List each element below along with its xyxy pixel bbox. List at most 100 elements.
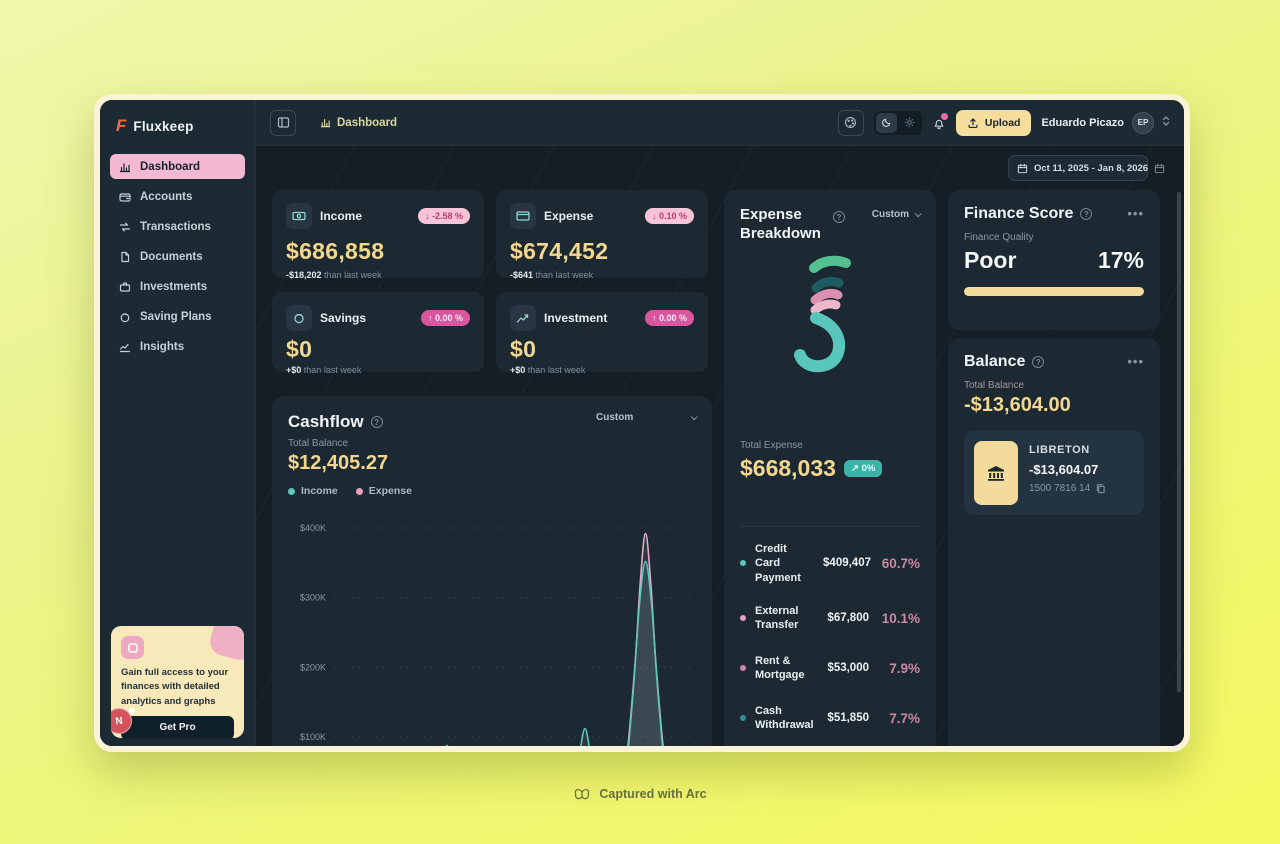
category-name: Rent & Mortgage (755, 655, 805, 682)
category-value: $409,407 (823, 557, 871, 570)
legend-expense: Expense (355, 485, 412, 497)
category-percent: 7.9% (889, 660, 920, 676)
savings-change-badge: ↑ 0.00 % (420, 310, 470, 326)
date-range-picker[interactable]: Oct 11, 2025 - Jan 8, 2026 (1008, 155, 1165, 181)
arc-logo-icon (575, 788, 590, 800)
help-icon[interactable]: ? (1032, 356, 1045, 368)
range-value: Custom (596, 412, 634, 423)
user-menu[interactable]: Eduardo Picazo EP (1041, 111, 1170, 134)
savings-card: Savings ↑ 0.00 % $0 +$0 than last week (272, 292, 484, 375)
investment-card: Investment ↑ 0.00 % $0 +$0 than last wee… (496, 292, 708, 375)
income-change-badge: ↓ -2.58 % (417, 208, 470, 224)
breadcrumb-label: Dashboard (337, 116, 398, 129)
cashflow-chart: $400K $300K $200K $100K (300, 523, 694, 746)
expense-donut-chart (794, 255, 851, 373)
investment-change-badge: ↑ 0.00 % (644, 310, 694, 326)
sidebar-item-dashboard[interactable]: Dashboard (110, 154, 245, 179)
category-dot (740, 665, 746, 672)
cashflow-panel: Cashflow ? Custom Total Balance $12,405.… (272, 396, 712, 746)
help-icon[interactable]: ? (370, 416, 383, 428)
finance-quality-label: Finance Quality (964, 232, 1034, 243)
sidebar: F Fluxkeep Dashboard Accounts Transactio… (100, 100, 256, 746)
get-pro-button[interactable]: Get Pro (121, 715, 234, 738)
more-menu-icon[interactable]: ••• (1127, 354, 1144, 369)
scrollbar-thumb[interactable] (1177, 192, 1181, 692)
category-dot (740, 560, 746, 567)
wallet-icon (119, 192, 131, 202)
list-item[interactable]: External Transfer $67,800 10.1% (740, 602, 920, 635)
category-percent: 10.1% (881, 610, 920, 626)
captured-with-arc: Captured with Arc (0, 786, 1280, 802)
upload-label: Upload (984, 116, 1021, 129)
category-dot (740, 715, 746, 722)
dark-mode-moon-icon[interactable] (875, 112, 897, 133)
cashflow-subtitle: Total Balance (288, 438, 349, 449)
income-delta: -$18,202 than last week (286, 270, 382, 280)
cashflow-legend: Income Expense (288, 485, 696, 497)
income-card: Income ↓ -2.58 % $686,858 -$18,202 than … (272, 190, 484, 280)
svg-text:$400K: $400K (300, 523, 326, 533)
list-item[interactable]: Cash Withdrawal $51,850 7.7% (740, 702, 920, 735)
cashflow-range-select[interactable]: Custom (596, 412, 698, 423)
expense-delta: -$641 than last week (510, 270, 594, 280)
sidebar-item-accounts[interactable]: Accounts (110, 184, 245, 209)
category-name: Cash Withdrawal (755, 705, 814, 732)
theme-toggle[interactable] (873, 110, 922, 135)
income-value: $686,858 (286, 238, 385, 264)
list-item[interactable]: Credit Card Payment $409,407 60.7% (740, 542, 920, 585)
income-dot (288, 487, 295, 495)
category-name: Credit Card Payment (755, 543, 801, 584)
category-dot (740, 615, 746, 622)
sidebar-collapse-button[interactable] (270, 109, 296, 136)
more-menu-icon[interactable]: ••• (1127, 206, 1144, 221)
notifications-bell-icon[interactable] (932, 112, 948, 130)
copy-icon[interactable] (1095, 483, 1106, 494)
account-amount: -$13,604.07 (1029, 462, 1099, 477)
total-balance-value: -$13,604.00 (964, 394, 1071, 416)
svg-text:$100K: $100K (300, 732, 326, 742)
app-window: F Fluxkeep Dashboard Accounts Transactio… (94, 94, 1190, 752)
expense-card: Expense ↓ 0.10 % $674,452 -$641 than las… (496, 190, 708, 280)
help-icon[interactable]: ? (833, 211, 845, 223)
expense-breakdown-panel: Expense Breakdown ? Custom (724, 190, 936, 746)
total-balance-label: Total Balance (964, 380, 1025, 391)
account-card[interactable]: LIBRETON -$13,604.07 1500 7816 14 (964, 431, 1144, 515)
help-icon[interactable]: ? (1080, 208, 1093, 220)
app-name: Fluxkeep (133, 118, 194, 134)
sidebar-item-insights[interactable]: Insights (110, 334, 245, 359)
briefcase-icon (119, 281, 131, 292)
range-value: Custom (871, 209, 909, 220)
cashflow-title: Cashflow (288, 412, 364, 431)
bar-chart-icon (320, 119, 331, 128)
breakdown-range-select[interactable]: Custom (871, 209, 922, 220)
sidebar-item-documents[interactable]: Documents (110, 244, 245, 269)
content-area: Dashboard (256, 100, 1184, 746)
get-pro-promo-card: Gain full access to your finances with d… (111, 626, 244, 738)
sidebar-item-investments[interactable]: Investments (110, 274, 245, 299)
cashflow-total: $12,405.27 (288, 452, 389, 474)
app-logo: F Fluxkeep (100, 100, 255, 148)
sidebar-item-transactions[interactable]: Transactions (110, 214, 245, 239)
account-name: LIBRETON (1029, 444, 1090, 456)
finance-score-panel: Finance Score ? ••• Finance Quality Poor… (948, 190, 1160, 330)
sidebar-item-label: Documents (140, 250, 203, 263)
panel-collapse-icon (277, 117, 289, 128)
balance-title: Balance (964, 353, 1026, 370)
sidebar-item-label: Investments (140, 280, 208, 293)
stat-label: Expense (544, 209, 594, 223)
theme-color-button[interactable] (837, 109, 864, 136)
finance-score-percent: 17% (1097, 247, 1144, 273)
expense-breakdown-title: Expense Breakdown (740, 206, 821, 242)
list-item[interactable]: Rent & Mortgage $53,000 7.9% (740, 652, 920, 685)
light-mode-sun-icon[interactable] (899, 113, 920, 133)
total-expense-block: Total Expense $668,033 ↗ 0% (740, 440, 883, 482)
sidebar-nav: Dashboard Accounts Transactions Document… (100, 148, 255, 365)
sidebar-item-saving-plans[interactable]: Saving Plans (110, 304, 245, 329)
sidebar-item-label: Insights (140, 340, 185, 353)
breadcrumb[interactable]: Dashboard (320, 117, 397, 129)
investment-trend-icon (510, 305, 536, 331)
total-expense-value: $668,033 (740, 455, 836, 481)
account-number: 1500 7816 14 (1029, 483, 1106, 494)
upload-button[interactable]: Upload (955, 109, 1032, 136)
